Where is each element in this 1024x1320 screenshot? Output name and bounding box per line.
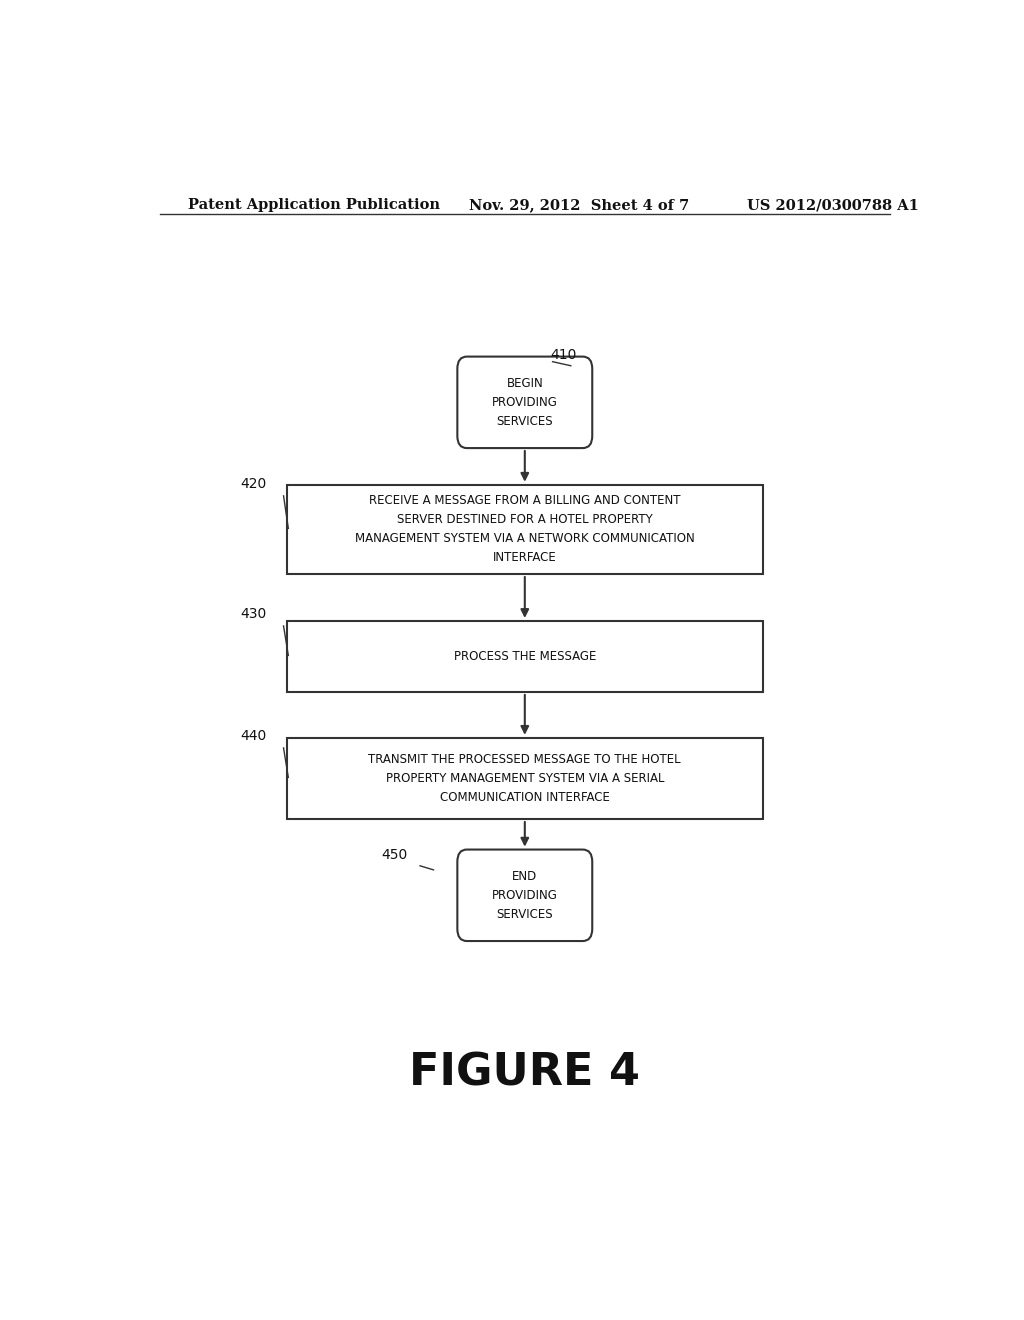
FancyBboxPatch shape <box>458 850 592 941</box>
Text: RECEIVE A MESSAGE FROM A BILLING AND CONTENT
SERVER DESTINED FOR A HOTEL PROPERT: RECEIVE A MESSAGE FROM A BILLING AND CON… <box>355 495 694 565</box>
Text: 440: 440 <box>241 729 267 743</box>
Text: 410: 410 <box>550 347 577 362</box>
Text: END
PROVIDING
SERVICES: END PROVIDING SERVICES <box>492 870 558 921</box>
Text: BEGIN
PROVIDING
SERVICES: BEGIN PROVIDING SERVICES <box>492 376 558 428</box>
Text: Nov. 29, 2012  Sheet 4 of 7: Nov. 29, 2012 Sheet 4 of 7 <box>469 198 689 213</box>
Text: 450: 450 <box>381 847 408 862</box>
Text: 420: 420 <box>241 477 267 491</box>
Text: TRANSMIT THE PROCESSED MESSAGE TO THE HOTEL
PROPERTY MANAGEMENT SYSTEM VIA A SER: TRANSMIT THE PROCESSED MESSAGE TO THE HO… <box>369 752 681 804</box>
Text: Patent Application Publication: Patent Application Publication <box>187 198 439 213</box>
Bar <box>287 484 763 574</box>
Text: US 2012/0300788 A1: US 2012/0300788 A1 <box>748 198 919 213</box>
Bar <box>287 738 763 818</box>
Text: 430: 430 <box>241 607 267 620</box>
Text: PROCESS THE MESSAGE: PROCESS THE MESSAGE <box>454 649 596 663</box>
Bar <box>287 620 763 692</box>
FancyBboxPatch shape <box>458 356 592 447</box>
Text: FIGURE 4: FIGURE 4 <box>410 1052 640 1094</box>
